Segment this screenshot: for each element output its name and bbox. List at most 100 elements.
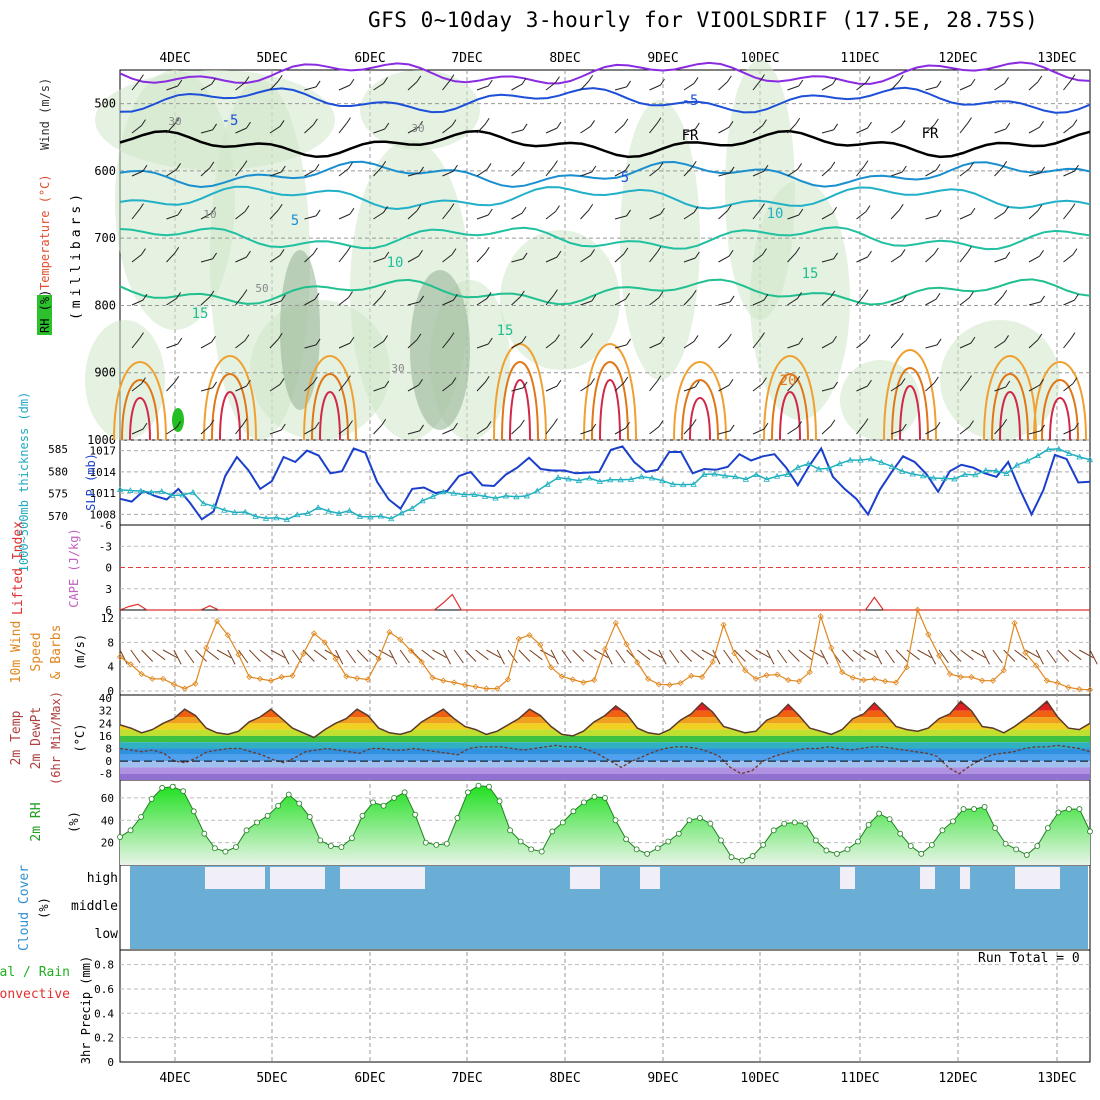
wind-barb-flag xyxy=(763,422,769,430)
wind-barb xyxy=(304,169,316,177)
wind-barb-flag xyxy=(626,209,632,217)
wind-axis-label: 10m Wind xyxy=(9,621,24,684)
wind-speed-marker xyxy=(666,681,673,688)
wind-speed-marker xyxy=(440,677,447,684)
rh-marker xyxy=(1087,828,1093,835)
wind-barb xyxy=(856,82,867,91)
wind-barb-flag xyxy=(898,74,904,82)
slp-tick-label: 1014 xyxy=(90,466,117,479)
date-label-top: 13DEC xyxy=(1037,51,1076,66)
temperature-side-label: Temperature (°C) xyxy=(38,174,52,290)
wind-barb xyxy=(338,168,349,177)
rh-marker xyxy=(380,802,387,809)
wind-barb-flag xyxy=(726,204,732,212)
wind-barb xyxy=(744,649,759,661)
wind-barb xyxy=(269,300,282,306)
wind-barb-flag xyxy=(590,120,595,127)
rh-marker xyxy=(233,844,239,851)
date-label-top: 12DEC xyxy=(938,51,977,66)
wind-speed-marker xyxy=(989,677,997,684)
wind-barb xyxy=(614,382,625,392)
slp-tick-label: 1017 xyxy=(90,445,117,458)
wind-barb xyxy=(511,425,521,435)
wind-barb-flag xyxy=(760,203,765,210)
rh-blob xyxy=(410,270,470,430)
wind-barb xyxy=(1078,649,1094,659)
wind-barb-flag xyxy=(833,123,839,131)
cloud-label-group: Cloud Cover xyxy=(17,865,32,951)
upper-wind-barbs xyxy=(131,74,1079,435)
wind-barb xyxy=(683,424,693,435)
wind-barb-flag xyxy=(348,291,353,298)
wind-barb-flag xyxy=(139,74,144,81)
wind-barb xyxy=(1028,301,1041,306)
wind-barb xyxy=(304,298,316,306)
wind-barb-flag xyxy=(898,332,904,340)
wind-barb xyxy=(407,126,419,134)
cloud-gap xyxy=(570,867,600,889)
isotherm-label: -5 xyxy=(682,93,699,109)
wind-barb xyxy=(1063,170,1075,177)
wind-barb xyxy=(752,299,765,306)
wind-barb-flag xyxy=(211,77,216,85)
wind-barb xyxy=(614,215,627,220)
lifted-index-line xyxy=(119,593,1090,611)
wind-tick-label: 12 xyxy=(101,612,114,625)
temp-contour xyxy=(493,343,547,441)
rh-marker xyxy=(180,788,187,795)
cloud-axis-label: Cloud Cover xyxy=(17,865,32,951)
thickness-marker xyxy=(1024,457,1031,464)
slp-tick-label: 1008 xyxy=(90,508,117,521)
rh-marker xyxy=(865,821,872,828)
rh-marker xyxy=(528,846,535,853)
wind-barb xyxy=(442,649,452,665)
wind-barb xyxy=(476,381,486,392)
wind-speed-marker xyxy=(127,661,134,668)
temp-contour xyxy=(319,391,341,441)
wind-barb xyxy=(1057,649,1070,662)
wind-barb xyxy=(269,126,281,134)
wind-speed-marker xyxy=(343,673,350,680)
wind-barb-flag xyxy=(384,251,390,259)
wind-barb xyxy=(1063,80,1072,91)
wind-barb xyxy=(200,258,213,263)
thickness-marker xyxy=(805,460,812,467)
wind-barb-flag xyxy=(865,76,871,83)
wind-speed-marker xyxy=(580,679,587,686)
wind-speed-line xyxy=(119,607,1091,691)
wind-speed-marker xyxy=(645,675,652,682)
isotherm-line xyxy=(119,61,1091,85)
li-tick-label: 0 xyxy=(105,562,112,575)
wind-speed-marker xyxy=(1065,684,1072,691)
wind-barb xyxy=(683,212,695,220)
wind-barb-flag xyxy=(211,335,216,343)
wind-speed-marker xyxy=(278,673,285,681)
wind-barb xyxy=(442,299,454,306)
wind-barb-flag xyxy=(383,77,388,84)
rh-marker xyxy=(675,830,682,837)
wind-barb-flag xyxy=(863,418,869,425)
wind-barb-flag xyxy=(729,166,735,174)
wind-barb-flag xyxy=(728,120,734,128)
cloud-level-label: high xyxy=(87,871,118,886)
temp-unit-group: (°C) xyxy=(73,724,87,753)
temp-unit-label: (°C) xyxy=(73,724,87,753)
wind-barb-flag xyxy=(209,290,215,298)
thickness-marker xyxy=(586,474,593,481)
wind-barb xyxy=(166,123,176,134)
thickness-marker xyxy=(252,513,259,519)
wind-barb xyxy=(580,338,590,349)
li-tick-label: 6 xyxy=(105,604,112,617)
wind-barb xyxy=(511,212,523,220)
wind-barb xyxy=(476,252,486,263)
wind-barb xyxy=(545,385,558,392)
wind-barb-flag xyxy=(381,289,387,297)
wind-barb-flag xyxy=(418,120,423,128)
wind-barb xyxy=(200,167,211,177)
wind-speed-marker xyxy=(149,675,156,682)
wind-barb xyxy=(304,344,317,349)
wind-speed-marker xyxy=(569,676,576,683)
wind-barb xyxy=(1089,649,1098,665)
wind-barb xyxy=(971,649,986,659)
thickness-marker xyxy=(377,512,384,519)
